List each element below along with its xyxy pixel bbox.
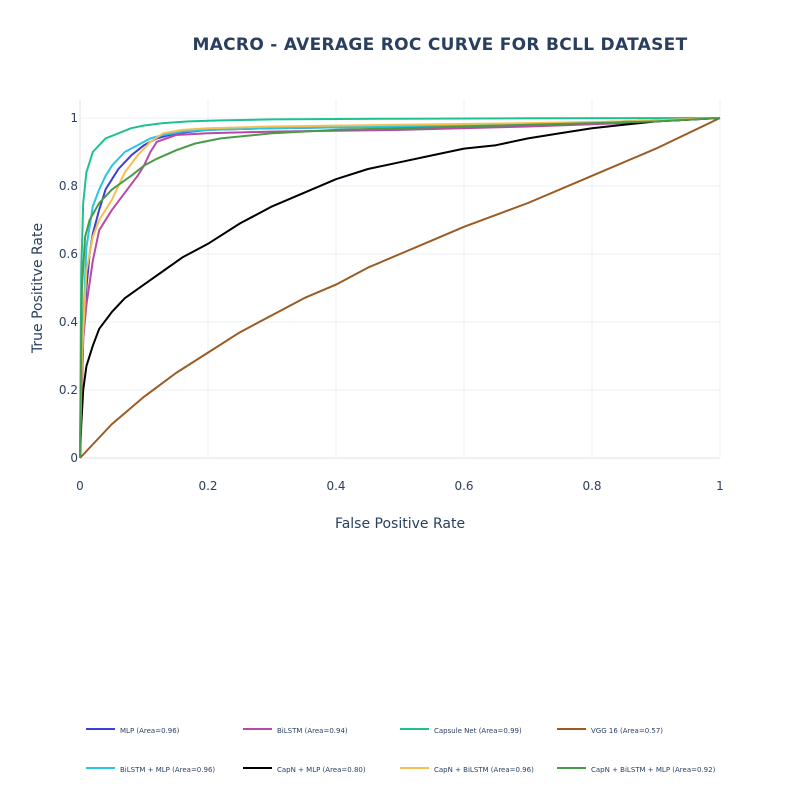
series-line [79,117,721,459]
legend: MLP (Area=0.96) BiLSTM (Area=0.94) Capsule… [86,727,716,774]
legend-label: CapN + BiLSTM (Area=0.96) [434,766,534,774]
chart-title: MACRO - AVERAGE ROC CURVE FOR BCLL DATAS… [192,35,687,55]
legend-label: CapN + BiLSTM + MLP (Area=0.92) [591,766,716,774]
legend-item[interactable]: VGG 16 (Area=0.57) [557,727,663,735]
series-line [79,117,721,459]
y-tick-label: 0.8 [59,179,78,193]
y-tick-label: 0 [70,451,78,465]
y-tick-label: 1 [70,111,78,125]
y-tick-label: 0.2 [59,383,78,397]
legend-item[interactable]: BiLSTM + MLP (Area=0.96) [86,766,215,774]
series-line [79,117,721,459]
x-tick-label: 0 [76,479,84,493]
x-tick-label: 0.8 [582,479,601,493]
x-tick-label: 0.6 [454,479,473,493]
legend-item[interactable]: CapN + MLP (Area=0.80) [243,766,366,774]
y-tick-labels: 0 0.2 0.4 0.6 0.8 1 [59,111,78,465]
series-line [79,117,721,459]
legend-item[interactable]: Capsule Net (Area=0.99) [400,727,522,735]
series-line [79,117,721,459]
x-tick-label: 1 [716,479,724,493]
legend-item[interactable]: CapN + BiLSTM (Area=0.96) [400,766,534,774]
grid-lines [79,100,721,459]
series-line [79,117,721,459]
legend-label: BiLSTM (Area=0.94) [277,727,348,735]
series-line [79,117,721,459]
legend-label: MLP (Area=0.96) [120,727,180,735]
legend-item[interactable]: CapN + BiLSTM + MLP (Area=0.92) [557,766,716,774]
legend-label: BiLSTM + MLP (Area=0.96) [120,766,215,774]
legend-label: CapN + MLP (Area=0.80) [277,766,366,774]
x-tick-labels: 0 0.2 0.4 0.6 0.8 1 [76,479,724,493]
legend-item[interactable]: MLP (Area=0.96) [86,727,180,735]
series-line [79,117,721,459]
legend-item[interactable]: BiLSTM (Area=0.94) [243,727,348,735]
x-tick-label: 0.4 [326,479,345,493]
y-axis-title: True Posititve Rate [30,223,46,354]
legend-label: Capsule Net (Area=0.99) [434,727,522,735]
legend-label: VGG 16 (Area=0.57) [591,727,663,735]
series-layer [79,117,721,459]
x-axis-title: False Positive Rate [335,516,465,532]
y-tick-label: 0.4 [59,315,78,329]
y-tick-label: 0.6 [59,247,78,261]
x-tick-label: 0.2 [198,479,217,493]
